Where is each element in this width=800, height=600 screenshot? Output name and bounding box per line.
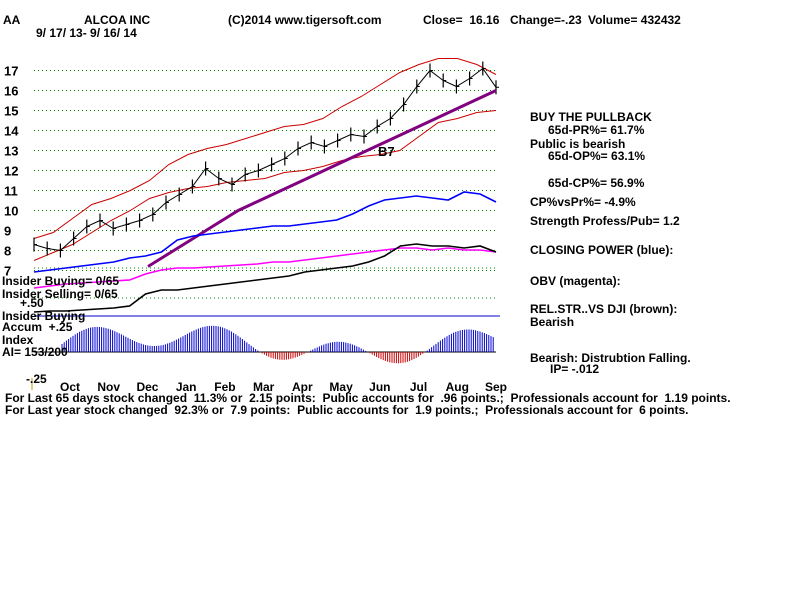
public-bearish: Public is bearish	[530, 137, 626, 151]
accum-plus50: +.50	[20, 296, 44, 310]
copyright: (C)2014 www.tigersoft.com	[228, 13, 382, 27]
closing-power-line	[33, 191, 497, 273]
y-tick-label: 12	[4, 164, 18, 179]
x-tick-label: Oct	[60, 380, 80, 394]
obv-line	[33, 247, 497, 289]
accum-label: Accum +.25	[2, 320, 73, 334]
y-tick-label: 11	[4, 184, 18, 199]
op-value: 65d-OP%= 63.1%	[548, 149, 646, 163]
indicator-lines	[33, 191, 497, 313]
ai-value: AI= 153/200	[2, 345, 68, 359]
distribution-status: Bearish: Distrubtion Falling.	[530, 351, 691, 365]
price-close-line	[33, 67, 497, 252]
ip-value: IP= -.012	[550, 362, 600, 376]
moving-average-line	[147, 89, 497, 268]
date-range: 9/ 17/ 13- 9/ 16/ 14	[36, 26, 137, 40]
x-tick-label: Mar	[253, 380, 275, 394]
close-value: Close= 16.16	[423, 13, 500, 27]
y-tick-label: 7	[4, 264, 11, 279]
x-axis-ticks: Oct Nov Dec Jan Feb Mar Apr May Jun Jul Aug Sep	[31, 378, 507, 394]
relstr-label: REL.STR..VS DJI (brown):	[530, 302, 678, 316]
cp-value: 65d-CP%= 56.9%	[548, 176, 645, 190]
moving-average-polyline	[147, 89, 497, 268]
y-tick-label: 17	[4, 64, 18, 79]
cp-vs-pr: CP%vsPr%= -4.9%	[530, 195, 636, 209]
x-tick-label: Feb	[214, 380, 235, 394]
insider-selling: Insider Selling= 0/65	[2, 287, 118, 301]
bollinger-bands	[33, 58, 497, 261]
x-tick-label: Apr	[292, 380, 313, 394]
grid-lines	[34, 70, 500, 353]
y-tick-label: 8	[4, 244, 11, 259]
company-name: ALCOA INC	[84, 13, 151, 27]
x-tick-label: Jul	[410, 380, 427, 394]
insider-buying-2: Insider Buying	[2, 309, 86, 323]
closing-power-label: CLOSING POWER (blue):	[530, 243, 674, 257]
price-bar	[495, 80, 499, 95]
x-tick-label: Sep	[485, 380, 507, 394]
relstr-line	[33, 243, 497, 313]
ticker: AA	[3, 13, 21, 27]
y-tick-label: 16	[4, 84, 18, 99]
x-tick-label: Dec	[136, 380, 158, 394]
buy-pullback: BUY THE PULLBACK	[530, 110, 652, 124]
insider-buying: Insider Buying= 0/65	[2, 274, 120, 288]
upper-band-line	[33, 58, 497, 239]
footer-65day: For Last 65 days stock changed 11.3% or …	[5, 391, 731, 405]
obv-label: OBV (magenta):	[530, 274, 621, 288]
b7-signal-label: B7	[378, 144, 395, 159]
x-tick-label: Aug	[446, 380, 469, 394]
strength-ratio: Strength Profess/Pub= 1.2	[530, 214, 680, 228]
y-axis-ticks: 7 8 9 10 11 12 13 14 15 16 17	[4, 64, 19, 279]
x-tick-label: May	[329, 380, 353, 394]
relstr-state: Bearish	[530, 315, 575, 329]
x-tick-label: Jun	[369, 380, 390, 394]
x-tick-label: Nov	[97, 380, 120, 394]
x-tick-label: Jan	[176, 380, 197, 394]
accumulation-histogram	[61, 325, 494, 364]
volume-value: Volume= 432432	[588, 13, 681, 27]
price-bars	[33, 61, 499, 258]
change-value: Change=-.23	[510, 13, 582, 27]
accum-minus25: -.25	[26, 372, 47, 386]
y-tick-label: 10	[4, 204, 18, 219]
y-tick-label: 13	[4, 144, 18, 159]
footer-year: For Last year stock changed 92.3% or 7.9…	[5, 403, 689, 417]
y-tick-label: 9	[4, 224, 11, 239]
lower-band-line	[33, 110, 497, 261]
y-tick-label: 15	[4, 104, 18, 119]
pr-value: 65d-PR%= 61.7%	[548, 123, 645, 137]
y-tick-label: 14	[4, 124, 19, 139]
index-label: Index	[2, 333, 34, 347]
